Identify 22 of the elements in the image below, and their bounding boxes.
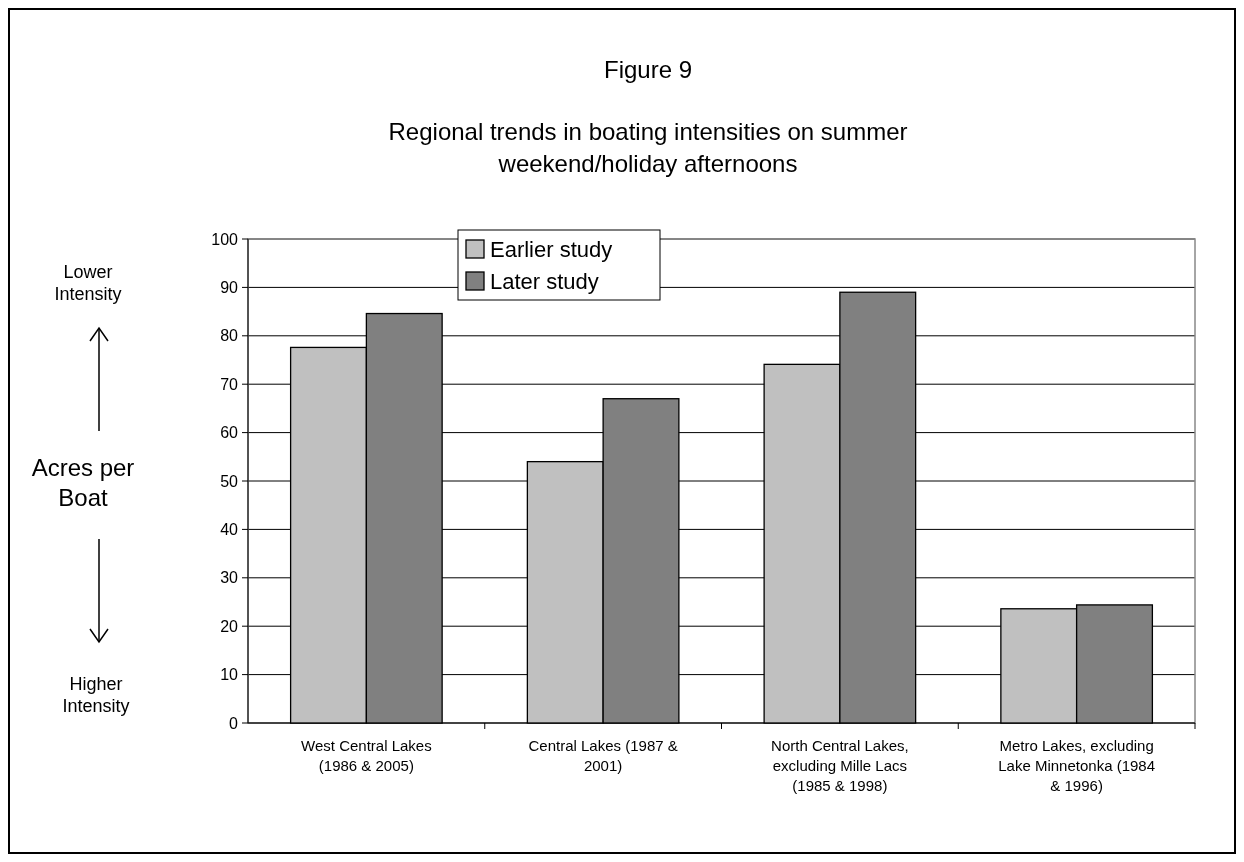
chart-subtitle: Regional trends in boating intensities on summer weekend/holiday afternoons <box>388 118 908 177</box>
x-tick-label: Metro Lakes, excluding Lake Minnetonka (1984 & 1996) <box>998 737 1156 794</box>
y-tick-label: 30 <box>220 569 239 587</box>
y-tick-label: 20 <box>220 617 239 635</box>
y-tick-label: 40 <box>220 521 239 538</box>
text: Lower Intensity <box>54 262 122 304</box>
y-tick-label: 50 <box>220 472 239 490</box>
x-tick-label: West Central Lakes (1986 & 2005) <box>301 737 432 774</box>
y-tick-label: 90 <box>220 279 239 296</box>
text: Higher Intensity <box>62 674 130 716</box>
x-tick-label: North Central Lakes, excluding Mille Lacs (1985 & 1998) <box>771 737 909 794</box>
y-tick-label: 100 <box>211 230 239 248</box>
chart-title: Figure 9 <box>603 56 693 83</box>
legend-label: Earlier study <box>490 236 613 262</box>
y-axis-title: Acres per Boat <box>31 454 135 511</box>
y-tick-label: 0 <box>229 714 239 732</box>
legend-label: Later study <box>490 268 599 294</box>
y-tick-label: 80 <box>220 327 239 345</box>
y-tick-label: 60 <box>220 424 239 442</box>
y-tick-label: 70 <box>220 375 239 393</box>
x-tick-label: Central Lakes (1987 & 2001) <box>528 737 678 774</box>
y-tick-label: 10 <box>220 666 239 684</box>
